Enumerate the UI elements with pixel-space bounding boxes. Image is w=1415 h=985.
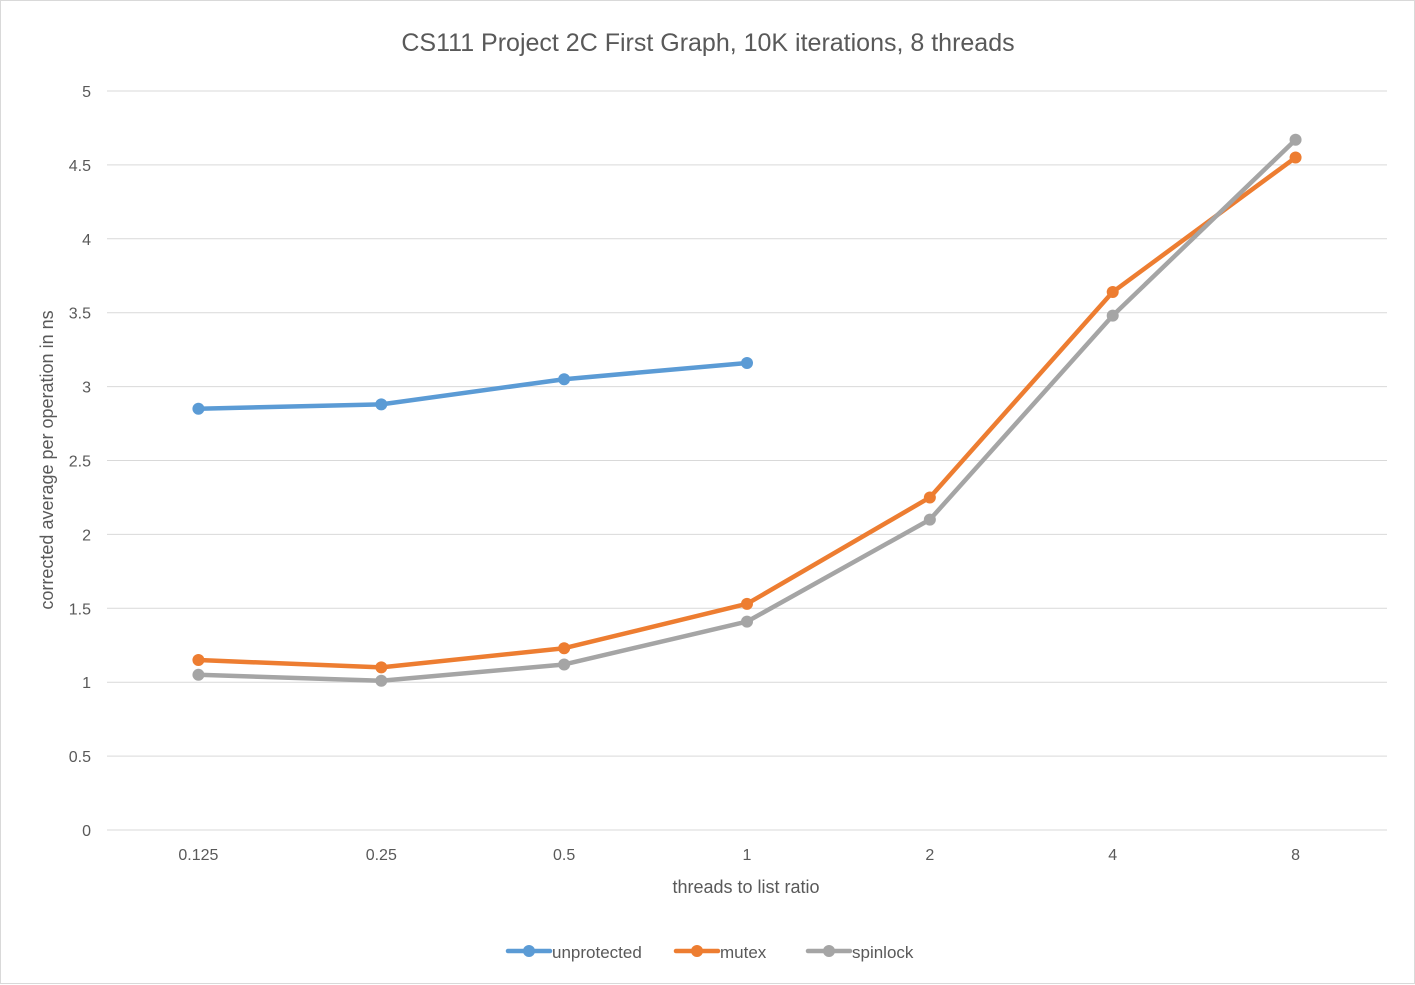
data-point [375, 398, 388, 411]
data-point [1106, 286, 1119, 299]
legend-item-spinlock: spinlock [805, 943, 914, 962]
y-axis-ticks: 0 0.5 1 1.5 2 2.5 3 3.5 4 4.5 5 [69, 84, 91, 840]
x-tick-label: 0.25 [366, 847, 397, 864]
x-tick-label: 8 [1291, 847, 1300, 864]
data-point [923, 513, 936, 526]
data-point [192, 402, 205, 415]
series-line [196, 155, 1298, 670]
legend-item-mutex: mutex [673, 943, 767, 962]
x-tick-label: 2 [925, 847, 934, 864]
legend-swatch-marker [823, 945, 835, 957]
legend-label: unprotected [552, 943, 642, 962]
series-mutex [192, 151, 1302, 674]
y-tick-label: 4 [82, 232, 91, 249]
data-point [375, 661, 388, 674]
data-point [923, 491, 936, 504]
legend-swatch-marker [691, 945, 703, 957]
data-point [192, 654, 205, 667]
data-point [1289, 151, 1302, 164]
data-point [1289, 133, 1302, 146]
legend-label: mutex [720, 943, 767, 962]
x-axis-ticks: 0.125 0.25 0.5 1 2 4 8 [178, 847, 1300, 864]
y-tick-label: 2.5 [69, 454, 91, 471]
y-tick-label: 0 [82, 823, 91, 840]
data-point [192, 668, 205, 681]
y-tick-label: 3.5 [69, 306, 91, 323]
series-unprotected [192, 356, 753, 415]
y-tick-label: 3 [82, 380, 91, 397]
y-tick-label: 5 [82, 84, 91, 101]
data-point [558, 642, 571, 655]
x-tick-label: 0.125 [178, 847, 218, 864]
data-point [375, 674, 388, 687]
x-tick-label: 4 [1108, 847, 1117, 864]
y-tick-label: 1.5 [69, 601, 91, 618]
y-tick-label: 1 [82, 675, 91, 692]
series-spinlock [192, 133, 1302, 687]
data-point [741, 356, 753, 369]
x-axis-title: threads to list ratio [672, 877, 819, 897]
data-point [1106, 309, 1119, 322]
series-line [196, 360, 750, 412]
y-axis-title: corrected average per operation in ns [37, 310, 57, 609]
data-point [741, 597, 753, 610]
legend-swatch-marker [523, 945, 535, 957]
x-tick-label: 1 [743, 847, 752, 864]
data-point [741, 615, 753, 628]
data-point [558, 373, 571, 386]
legend-label: spinlock [852, 943, 914, 962]
x-tick-label: 0.5 [553, 847, 575, 864]
chart-title: CS111 Project 2C First Graph, 10K iterat… [401, 29, 1014, 57]
y-tick-label: 0.5 [69, 749, 91, 766]
y-tick-label: 4.5 [69, 158, 91, 175]
data-point [558, 658, 571, 671]
legend-item-unprotected: unprotected [505, 943, 642, 962]
gridlines [107, 90, 1387, 831]
y-tick-label: 2 [82, 527, 91, 544]
series-layer [192, 133, 1302, 687]
legend: unprotected mutex spinlock [505, 943, 914, 962]
